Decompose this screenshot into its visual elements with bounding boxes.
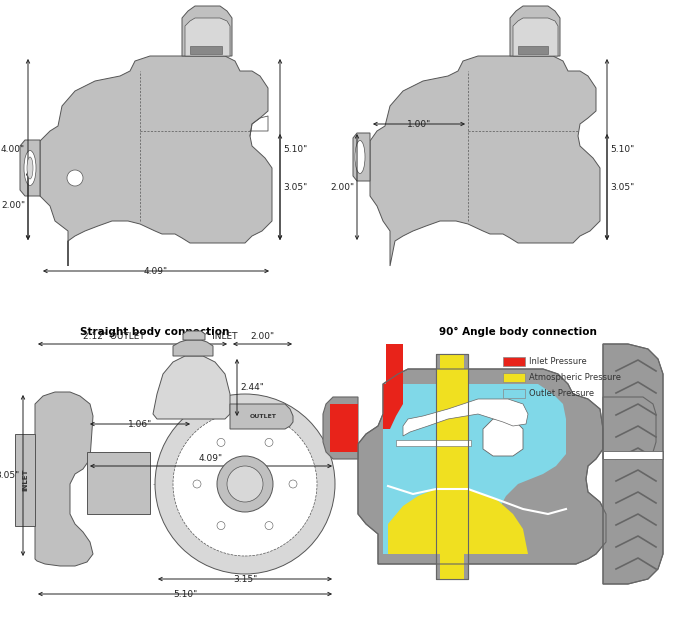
Polygon shape (153, 356, 230, 419)
Polygon shape (370, 56, 600, 266)
Text: INLET: INLET (22, 469, 28, 491)
Polygon shape (330, 404, 358, 452)
Text: 0.50" INLET: 0.50" INLET (185, 332, 238, 341)
Text: Inlet Pressure: Inlet Pressure (529, 357, 587, 366)
Bar (503, 357, 525, 366)
Circle shape (265, 522, 273, 529)
Text: Outlet Pressure: Outlet Pressure (529, 389, 594, 398)
Text: 4.09": 4.09" (199, 454, 223, 463)
Ellipse shape (24, 151, 36, 185)
Circle shape (217, 439, 225, 446)
Circle shape (155, 394, 335, 574)
Polygon shape (388, 369, 528, 554)
Circle shape (289, 480, 297, 488)
Polygon shape (440, 354, 464, 579)
Polygon shape (386, 344, 403, 384)
Polygon shape (603, 397, 656, 459)
Circle shape (265, 439, 273, 446)
Polygon shape (182, 6, 232, 56)
Text: 1.06": 1.06" (128, 420, 152, 429)
Text: 3.05": 3.05" (283, 182, 307, 191)
Text: 5.10": 5.10" (610, 145, 635, 154)
Polygon shape (183, 331, 205, 340)
Polygon shape (230, 404, 293, 429)
Text: 3.05": 3.05" (610, 182, 635, 191)
Polygon shape (40, 56, 272, 266)
Ellipse shape (355, 140, 365, 173)
Text: 2.44": 2.44" (240, 383, 264, 392)
Bar (396, 440, 471, 446)
Text: 5.10": 5.10" (283, 145, 307, 154)
Bar (518, 46, 548, 54)
Polygon shape (20, 140, 40, 196)
Ellipse shape (27, 157, 33, 179)
Text: 2.12" OUTLET: 2.12" OUTLET (83, 332, 145, 341)
Bar (190, 46, 222, 54)
Polygon shape (603, 344, 663, 584)
Circle shape (67, 170, 83, 186)
Text: 2.00": 2.00" (251, 332, 275, 341)
Polygon shape (323, 397, 358, 459)
Polygon shape (330, 404, 358, 452)
Text: 2.00": 2.00" (330, 182, 354, 191)
Polygon shape (87, 452, 150, 514)
Text: OUTLET: OUTLET (250, 413, 276, 419)
Polygon shape (15, 434, 35, 526)
Text: 4.00": 4.00" (1, 145, 25, 154)
Polygon shape (383, 384, 566, 554)
Polygon shape (483, 419, 523, 456)
Polygon shape (173, 340, 213, 356)
Circle shape (217, 456, 273, 512)
Bar (503, 389, 525, 398)
Polygon shape (185, 18, 230, 56)
Polygon shape (358, 369, 606, 564)
Polygon shape (35, 392, 93, 566)
Circle shape (227, 466, 263, 502)
Circle shape (193, 480, 201, 488)
Polygon shape (436, 354, 468, 579)
Text: 2.00": 2.00" (1, 201, 25, 210)
Bar (503, 373, 525, 382)
Text: 90° Angle body connection: 90° Angle body connection (439, 327, 597, 337)
Polygon shape (510, 6, 560, 56)
Text: Straight body connection: Straight body connection (80, 327, 230, 337)
Circle shape (217, 522, 225, 529)
Polygon shape (383, 384, 403, 429)
Text: 3.05": 3.05" (0, 471, 20, 480)
Polygon shape (403, 399, 528, 436)
Text: 3.15": 3.15" (233, 575, 257, 584)
Circle shape (173, 412, 317, 556)
Text: Atmospheric Pressure: Atmospheric Pressure (529, 373, 621, 382)
Text: 5.10": 5.10" (173, 590, 197, 599)
Text: 4.09": 4.09" (144, 267, 168, 276)
Text: 1.00": 1.00" (407, 120, 431, 129)
Polygon shape (353, 133, 370, 181)
Polygon shape (513, 18, 558, 56)
Bar (603, 451, 663, 459)
